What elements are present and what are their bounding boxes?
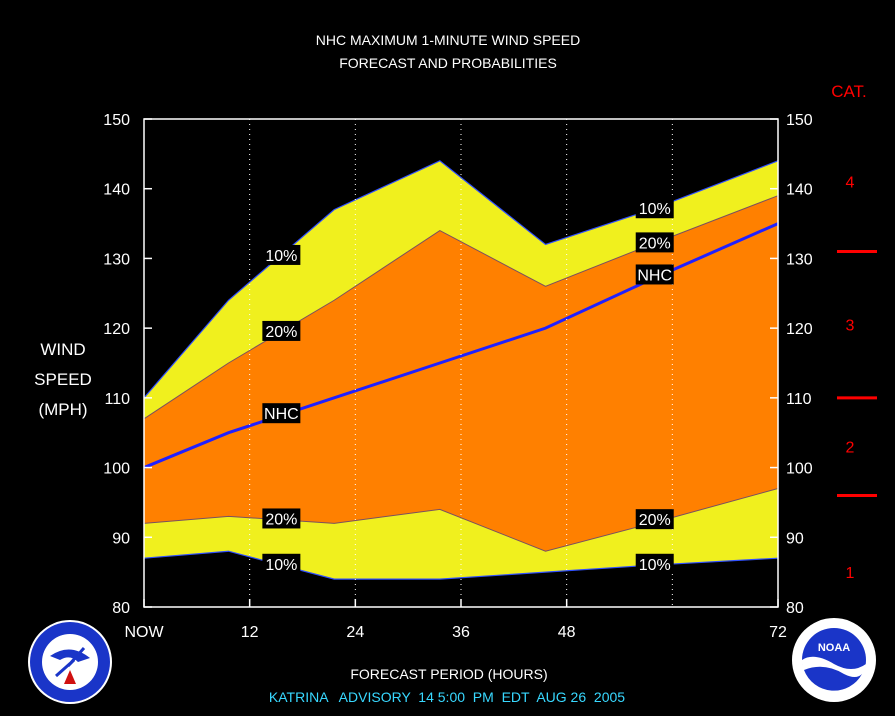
series-label: 10% xyxy=(639,557,671,574)
series-label: 20% xyxy=(639,512,671,529)
series-label: NHC xyxy=(264,406,299,423)
y-tick-label-left: 120 xyxy=(103,321,130,338)
series-label: 10% xyxy=(265,248,297,265)
advisory-footer: KATRINA ADVISORY 14 5:00 PM EDT AUG 26 2… xyxy=(269,689,625,705)
series-label: 10% xyxy=(265,557,297,574)
series-label-box xyxy=(262,244,301,265)
noaa-logo-text: NOAA xyxy=(818,642,850,654)
series-label: 20% xyxy=(265,511,297,528)
nws-logo xyxy=(28,620,112,704)
category-label: 4 xyxy=(846,175,855,192)
series-label-box xyxy=(635,198,674,219)
x-tick-label: 36 xyxy=(452,624,470,641)
series-label-box xyxy=(635,509,674,530)
category-scale: 1 2 3 4 xyxy=(837,175,877,582)
y-tick-label-left: 110 xyxy=(104,391,130,408)
y-tick-label-right: 140 xyxy=(786,182,813,199)
y-tick-label-right: 120 xyxy=(786,321,813,338)
series-label-box xyxy=(262,508,301,529)
series-label: 20% xyxy=(639,235,671,252)
y-axis-label-line-3: (MPH) xyxy=(38,400,87,419)
category-label: 3 xyxy=(846,318,855,335)
noaa-logo: NOAA xyxy=(792,618,876,702)
band-20-percent xyxy=(144,195,778,552)
y-tick-label-left: 130 xyxy=(103,251,130,268)
y-tick-label-right: 150 xyxy=(786,112,813,129)
category-label: 2 xyxy=(846,440,855,457)
y-axis-label-line-1: WIND xyxy=(40,340,85,359)
y-tick-label-left: 150 xyxy=(103,112,130,129)
x-tick-label: 48 xyxy=(558,624,576,641)
chart-title: NHC MAXIMUM 1-MINUTE WIND SPEED xyxy=(316,32,580,48)
series-label-box xyxy=(635,264,674,285)
y-tick-label-right: 130 xyxy=(786,251,813,268)
x-tick-label: NOW xyxy=(124,624,164,641)
chart-subtitle: FORECAST AND PROBABILITIES xyxy=(339,55,557,71)
series-labels: 10% 20% NHC 20% 10% 10% 20% NHC 20% 10% xyxy=(262,198,674,574)
series-label-box xyxy=(262,403,301,424)
y-tick-label-right: 80 xyxy=(786,600,804,617)
y-tick-label-right: 100 xyxy=(786,461,813,478)
x-tick-label: 72 xyxy=(769,624,787,641)
y-tick-label-left: 80 xyxy=(112,600,130,617)
x-tick-label: 12 xyxy=(241,624,259,641)
y-tick-label-right: 90 xyxy=(786,530,804,547)
x-axis-label: FORECAST PERIOD (HOURS) xyxy=(350,666,547,682)
y-tick-label-left: 90 xyxy=(112,530,130,547)
series-label-box xyxy=(262,553,301,574)
x-tick-label: 24 xyxy=(346,624,364,641)
axis-ticks: 80 80 90 90 100 100 110 110 120 120 130 130 140 140 15… xyxy=(103,112,813,641)
y-tick-label-left: 140 xyxy=(103,182,130,199)
y-tick-label-right: 110 xyxy=(786,391,812,408)
category-title: CAT. xyxy=(831,82,867,101)
series-label-box xyxy=(262,320,301,341)
series-label-box xyxy=(635,232,674,253)
y-axis-label-line-2: SPEED xyxy=(34,370,92,389)
series-label: 10% xyxy=(639,201,671,218)
series-label: NHC xyxy=(637,267,672,284)
series-label-box xyxy=(635,553,674,574)
category-label: 1 xyxy=(846,565,855,582)
series-label: 20% xyxy=(265,324,297,341)
y-tick-label-left: 100 xyxy=(103,461,130,478)
